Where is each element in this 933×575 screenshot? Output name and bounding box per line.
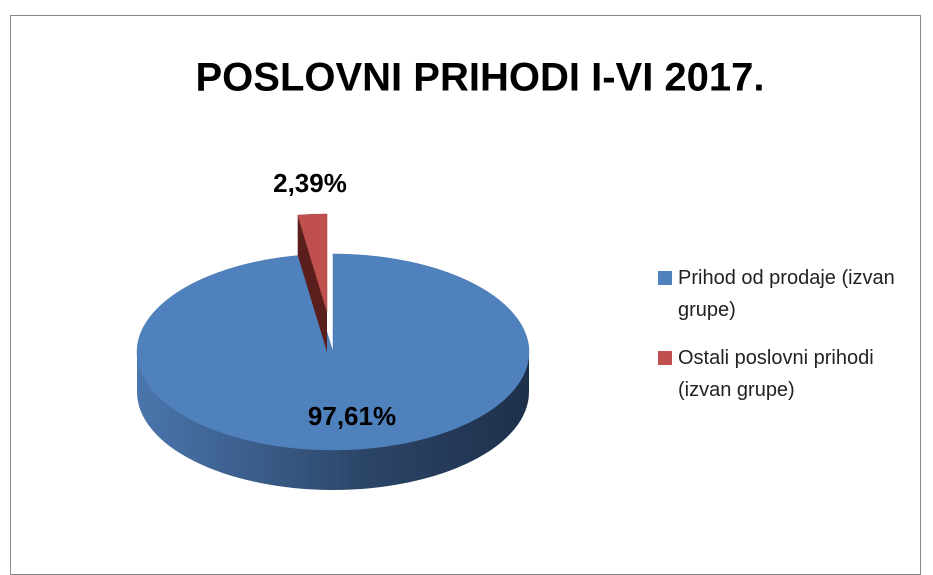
data-label: 97,61% [308, 401, 396, 431]
page: {"chart_data": {"type": "pie", "title": … [10, 15, 921, 575]
data-label: 2,39% [273, 168, 347, 198]
pie-slice [297, 213, 328, 313]
legend-entry: Ostali poslovni prihodi (izvan grupe) [658, 342, 920, 406]
chart-title: POSLOVNI PRIHODI I-VI 2017. [195, 56, 764, 100]
legend-label: Prihod od prodaje (izvan grupe) [678, 267, 895, 321]
chart: POSLOVNI PRIHODI I-VI 2017. 97,61% 2,39% [136, 56, 765, 490]
legend-swatch [658, 271, 672, 285]
pie-side [297, 215, 327, 352]
legend-swatch [658, 351, 672, 365]
legend-entry: Prihod od prodaje (izvan grupe) [658, 262, 920, 326]
legend-label: Ostali poslovni prihodi (izvan grupe) [678, 347, 874, 401]
pie-side [137, 352, 529, 490]
pie-slice [136, 253, 530, 451]
